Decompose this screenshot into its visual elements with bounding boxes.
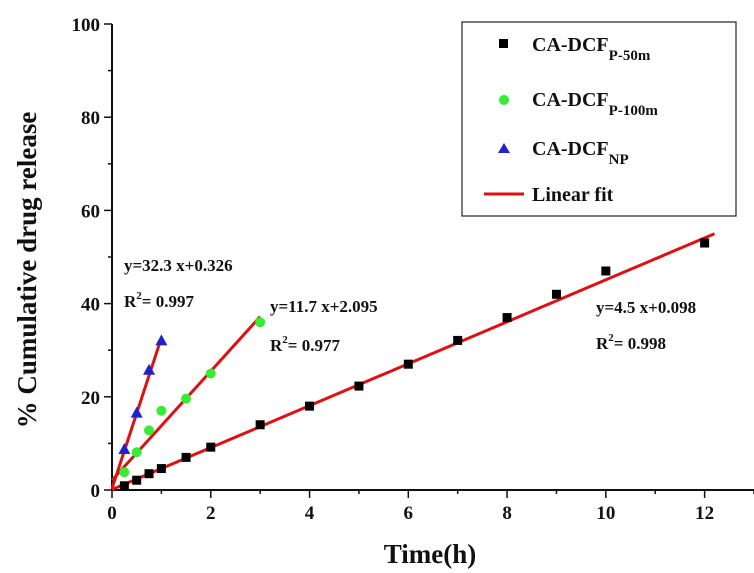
y-axis-ticks: 0 20 40 60 80 100: [72, 15, 112, 502]
data-point-square: [700, 238, 710, 248]
y-tick-label: 40: [81, 295, 100, 316]
data-point-square: [403, 359, 413, 369]
legend-marker-square: [499, 39, 508, 48]
data-point-circle: [119, 467, 130, 478]
legend-label-fit: Linear fit: [532, 184, 614, 206]
data-point-square: [551, 289, 561, 299]
data-point-circle: [156, 405, 167, 416]
x-tick-label: 0: [107, 503, 117, 524]
data-point-square: [305, 401, 315, 411]
legend-label-p50m: CA-DCFP-50m: [532, 34, 651, 64]
x-axis-title: Time(h): [384, 539, 477, 569]
data-point-square: [601, 266, 611, 276]
data-point-square: [156, 464, 166, 474]
legend-box: [461, 21, 737, 217]
annotation-p50m: y=4.5 x+0.098 R2= 0.998: [596, 298, 696, 353]
x-tick-label: 2: [206, 503, 216, 524]
data-points: [118, 238, 710, 491]
annotation-np-r2: R2= 0.997: [124, 290, 194, 311]
annotation-np: y=32.3 x+0.326 R2= 0.997: [124, 256, 233, 311]
data-point-square: [132, 475, 142, 485]
x-tick-label: 10: [596, 503, 615, 524]
data-point-square: [502, 313, 512, 323]
data-point-square: [206, 442, 216, 452]
legend-marker-triangle: [498, 143, 510, 153]
data-point-triangle: [143, 363, 156, 375]
data-point-square: [181, 452, 191, 462]
y-tick-label: 60: [81, 201, 100, 222]
y-tick-label: 20: [81, 388, 100, 409]
data-point-triangle: [130, 406, 143, 418]
data-point-circle: [144, 425, 155, 436]
data-point-circle: [181, 393, 192, 404]
annotation-p100m-equation: y=11.7 x+2.095: [270, 297, 378, 316]
legend-marker-circle: [499, 95, 509, 105]
data-point-square: [354, 381, 364, 391]
x-axis-ticks: 0 2 4 6 8 10 12: [107, 490, 754, 524]
legend-label-np: CA-DCFNP: [532, 138, 629, 168]
data-point-circle: [205, 368, 216, 379]
legend-label-p100m: CA-DCFP-100m: [532, 89, 658, 119]
data-point-triangle: [118, 442, 131, 454]
data-point-square: [255, 420, 265, 430]
annotation-np-equation: y=32.3 x+0.326: [124, 256, 233, 275]
x-tick-label: 12: [695, 503, 714, 524]
data-point-square: [453, 335, 463, 345]
annotation-p50m-equation: y=4.5 x+0.098: [596, 298, 696, 317]
y-tick-label: 0: [91, 481, 101, 502]
data-point-triangle: [155, 334, 168, 346]
data-point-square: [144, 469, 154, 479]
annotation-p100m: y=11.7 x+2.095 R2= 0.977: [270, 297, 378, 355]
annotation-p50m-r2: R2= 0.998: [596, 332, 666, 353]
y-tick-label: 80: [81, 108, 100, 129]
y-axis-title: % Cumulative drug release: [12, 112, 42, 429]
y-tick-label: 100: [72, 15, 101, 36]
data-point-circle: [131, 447, 142, 458]
x-tick-label: 4: [305, 503, 315, 524]
x-tick-label: 8: [502, 503, 512, 524]
x-tick-label: 6: [404, 503, 414, 524]
data-point-square: [119, 481, 129, 491]
legend: CA-DCFP-50m CA-DCFP-100m CA-DCFNP Linear…: [461, 21, 737, 217]
annotation-p100m-r2: R2= 0.977: [270, 334, 340, 355]
data-point-circle: [255, 317, 266, 328]
